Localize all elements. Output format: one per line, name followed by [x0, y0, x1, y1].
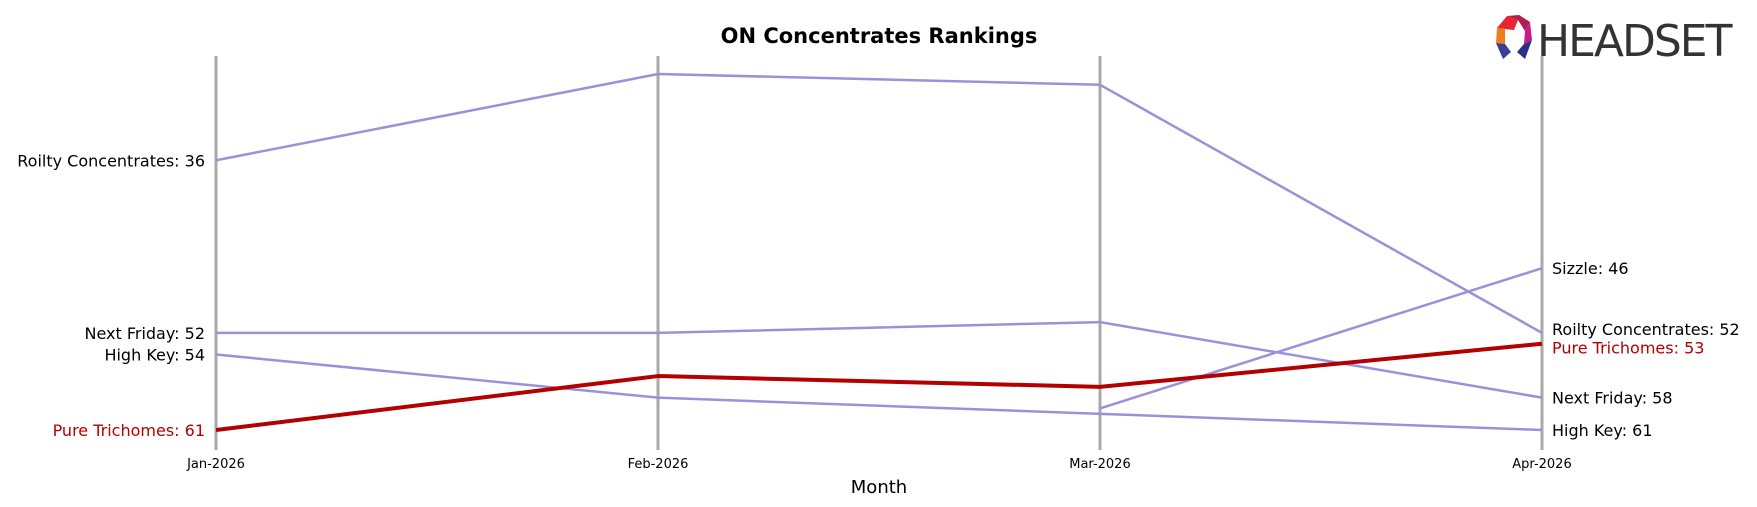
- start-label-high-key: High Key: 54: [104, 345, 205, 364]
- series-line-high-key: [215, 353, 1543, 432]
- start-label-roilty-concentrates: Roilty Concentrates: 36: [17, 151, 205, 170]
- end-label-pure-trichomes: Pure Trichomes: 53: [1552, 339, 1704, 358]
- x-tick-jan-2026: Jan-2026: [186, 457, 245, 472]
- x-tick-apr-2026: Apr-2026: [1512, 457, 1571, 472]
- series-lines: [215, 72, 1543, 432]
- end-label-next-friday: Next Friday: 58: [1552, 389, 1673, 408]
- start-label-next-friday: Next Friday: 52: [84, 324, 205, 343]
- x-tick-labels: Jan-2026 Feb-2026 Mar-2026 Apr-2026: [186, 457, 1572, 472]
- series-line-pure-trichomes: [215, 341, 1543, 432]
- headset-logo: HEADSET: [1496, 15, 1735, 67]
- headset-logo-icon: [1496, 15, 1532, 59]
- series-line-sizzle: [1099, 266, 1543, 410]
- end-label-roilty-concentrates: Roilty Concentrates: 52: [1552, 320, 1740, 339]
- start-label-pure-trichomes: Pure Trichomes: 61: [53, 421, 205, 440]
- chart-title: ON Concentrates Rankings: [721, 24, 1038, 48]
- gridlines: [214, 56, 1544, 450]
- x-tick-feb-2026: Feb-2026: [628, 457, 689, 472]
- series-line-roilty-concentrates: [215, 72, 1543, 334]
- series-line-next-friday: [216, 320, 1543, 399]
- x-axis-label: Month: [851, 477, 907, 498]
- x-tick-mar-2026: Mar-2026: [1069, 457, 1130, 472]
- end-label-sizzle: Sizzle: 46: [1552, 259, 1629, 278]
- end-label-high-key: High Key: 61: [1552, 421, 1653, 440]
- series-labels: Roilty Concentrates: 36 Roilty Concentrat…: [17, 151, 1739, 440]
- logo-wordmark: HEADSET: [1537, 16, 1733, 67]
